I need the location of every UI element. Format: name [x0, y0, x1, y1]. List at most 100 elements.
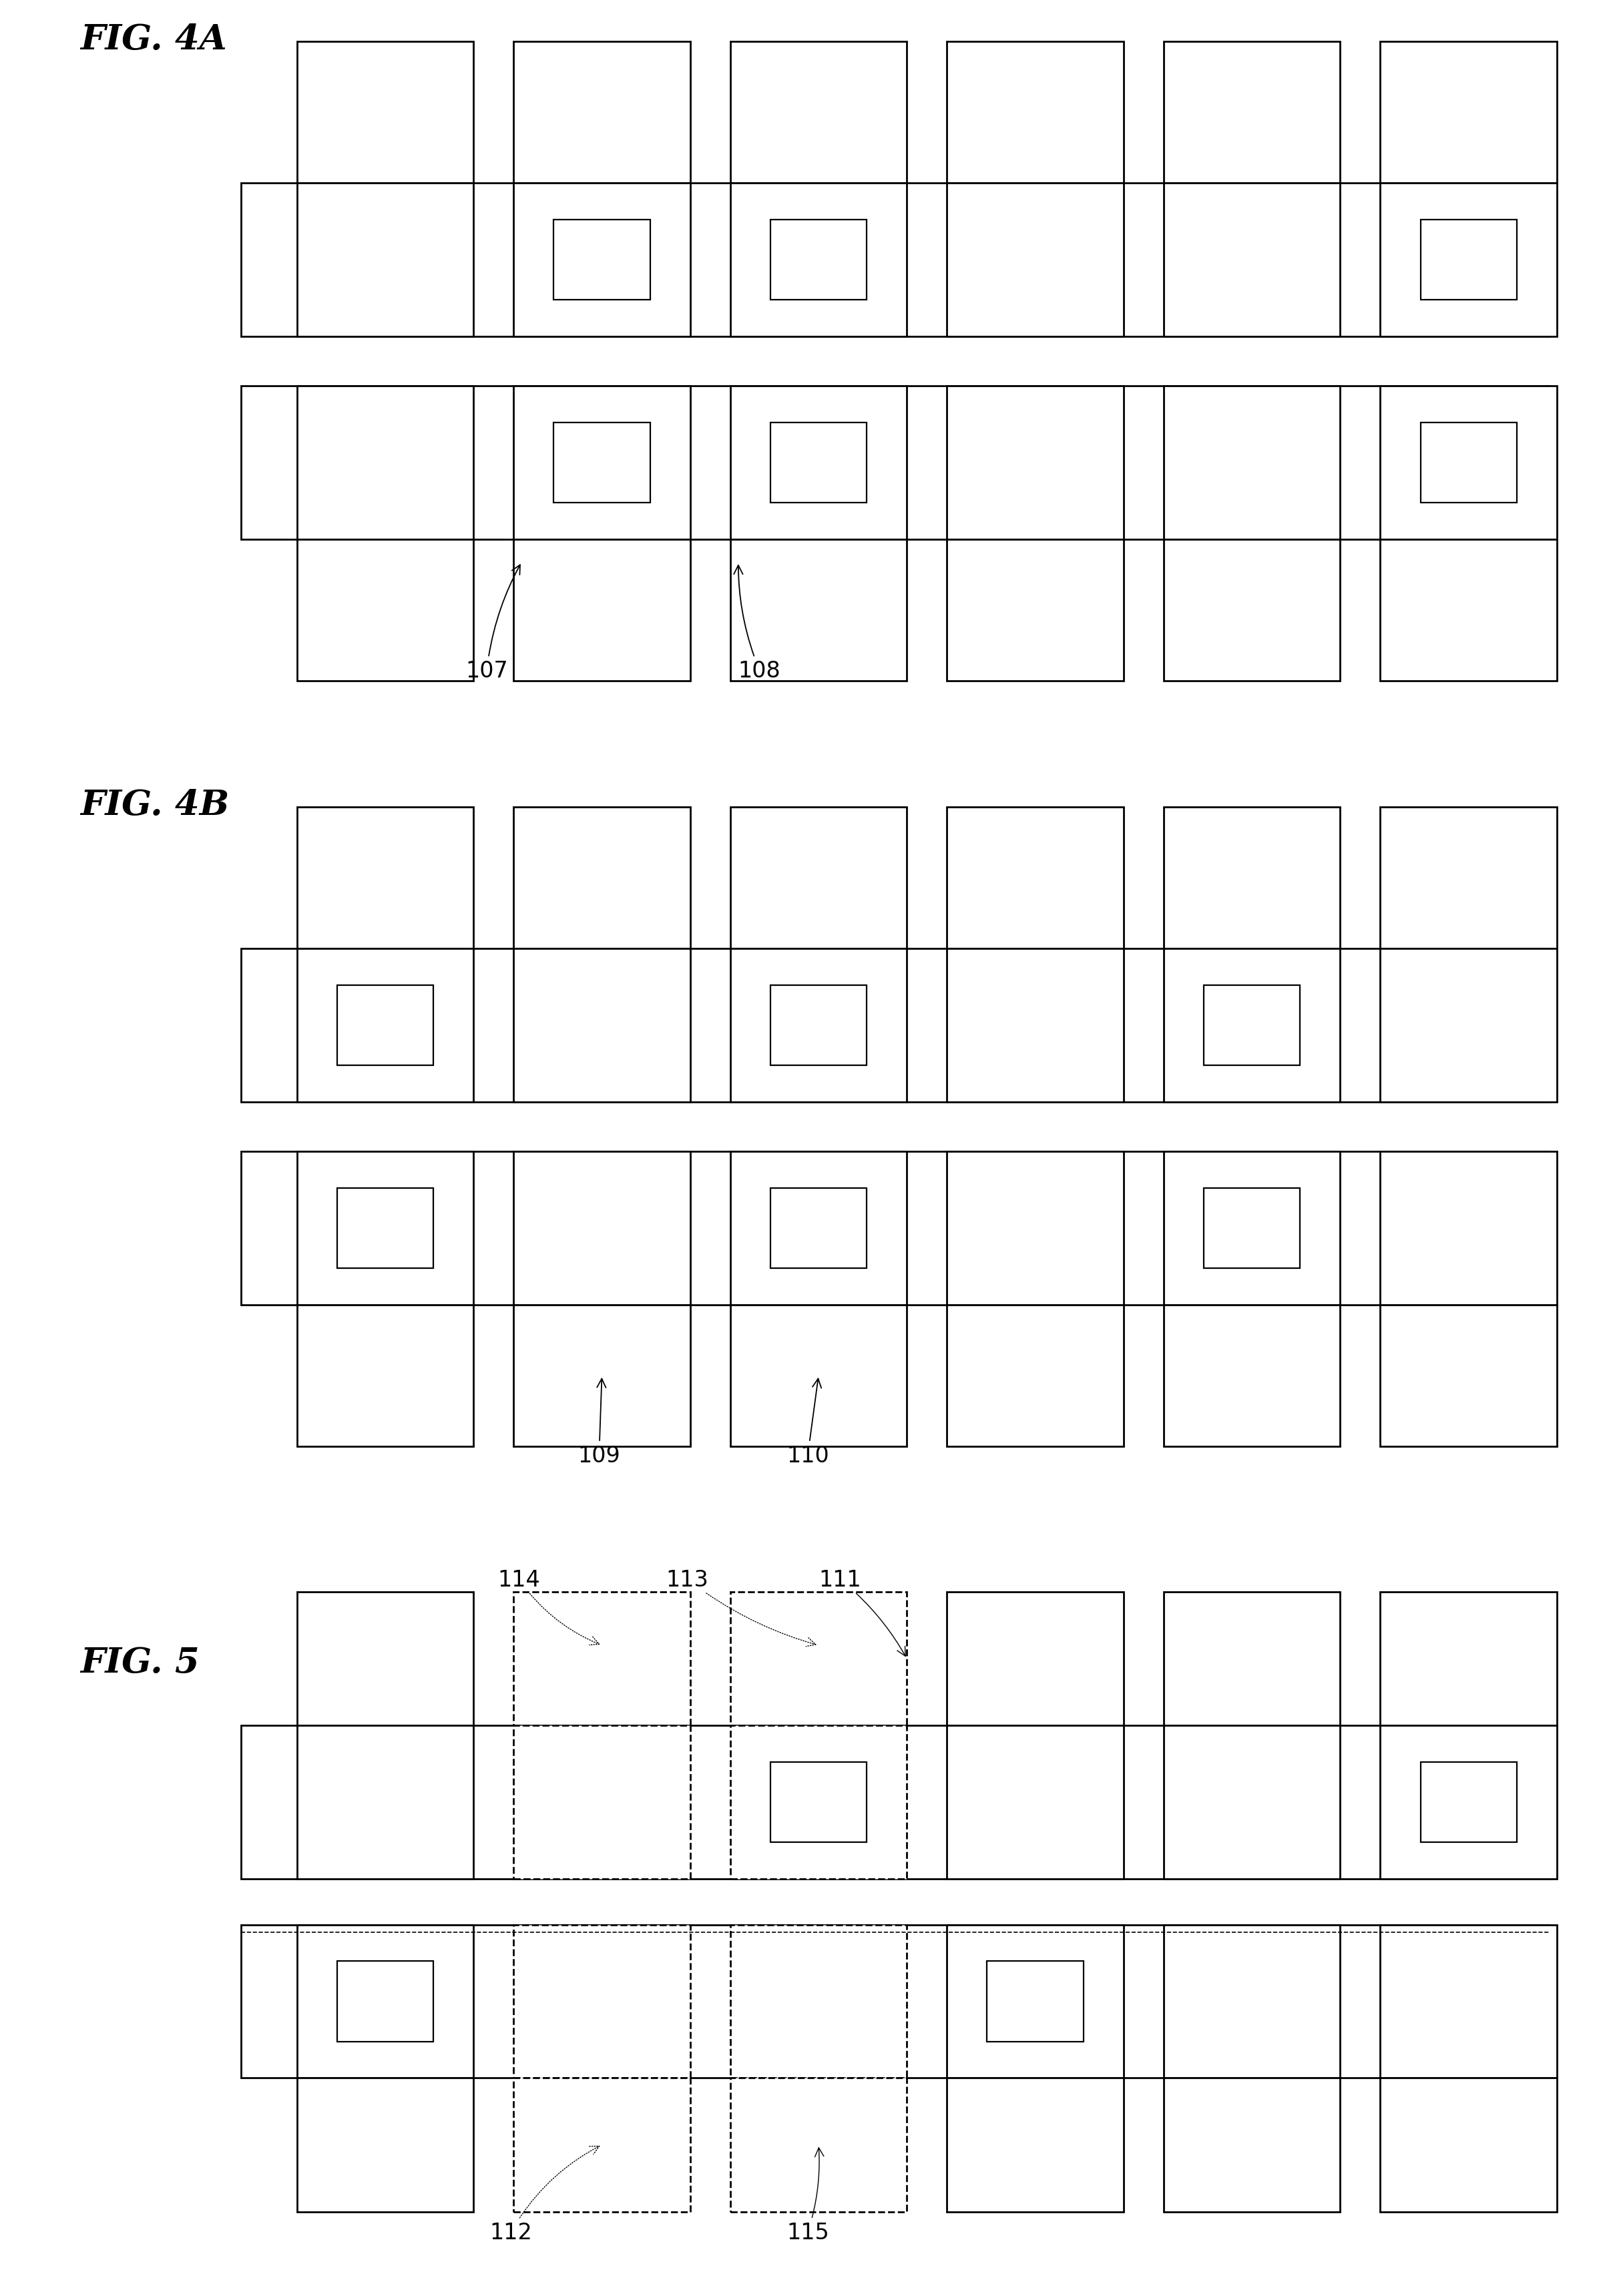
Bar — [730, 540, 907, 682]
Bar — [297, 1304, 473, 1446]
Bar — [241, 1727, 1549, 1878]
Bar — [1420, 422, 1517, 503]
Bar — [730, 1727, 907, 1878]
Bar — [947, 1924, 1123, 2078]
Bar — [297, 1153, 473, 1304]
Text: 112: 112 — [490, 2147, 599, 2243]
Bar — [1164, 184, 1340, 338]
Bar — [554, 422, 650, 503]
Bar — [1380, 2078, 1557, 2211]
Bar — [770, 422, 867, 503]
Bar — [297, 808, 473, 948]
Text: 114: 114 — [498, 1568, 599, 1646]
Bar — [1164, 808, 1340, 948]
Bar — [514, 1153, 690, 1304]
Bar — [1164, 1924, 1340, 2078]
Bar — [730, 1304, 907, 1446]
Bar — [1164, 540, 1340, 682]
Bar — [1164, 1727, 1340, 1878]
Bar — [730, 808, 907, 948]
Bar — [1380, 808, 1557, 948]
Text: FIG. 4A: FIG. 4A — [80, 23, 226, 57]
Bar — [730, 2078, 907, 2211]
Bar — [947, 1727, 1123, 1878]
Bar — [947, 41, 1123, 184]
Bar — [770, 1189, 867, 1267]
Bar — [1164, 2078, 1340, 2211]
Bar — [1380, 1727, 1557, 1878]
Bar — [730, 386, 907, 540]
Bar — [730, 1924, 907, 2078]
Bar — [241, 386, 1549, 540]
Bar — [554, 220, 650, 301]
Text: 111: 111 — [819, 1568, 905, 1655]
Bar — [1164, 1591, 1340, 1727]
Bar — [730, 1153, 907, 1304]
Bar — [947, 386, 1123, 540]
Text: 110: 110 — [786, 1380, 830, 1467]
Text: 107: 107 — [465, 565, 520, 682]
Bar — [297, 1591, 473, 1727]
Bar — [514, 540, 690, 682]
Bar — [1420, 1763, 1517, 1841]
Bar — [297, 948, 473, 1102]
Bar — [730, 184, 907, 338]
Text: 108: 108 — [733, 565, 780, 682]
Bar — [297, 386, 473, 540]
Bar — [947, 1153, 1123, 1304]
Bar — [514, 41, 690, 184]
Bar — [514, 1591, 690, 1727]
Bar — [947, 1304, 1123, 1446]
Bar — [770, 220, 867, 301]
Bar — [297, 1727, 473, 1878]
Bar — [1164, 1304, 1340, 1446]
Bar — [297, 2078, 473, 2211]
Bar — [297, 1924, 473, 2078]
Text: 115: 115 — [786, 2147, 830, 2243]
Bar — [1380, 1924, 1557, 2078]
Bar — [297, 41, 473, 184]
Bar — [770, 985, 867, 1065]
Bar — [1380, 1153, 1557, 1304]
Bar — [947, 2078, 1123, 2211]
Bar — [241, 1153, 1549, 1304]
Bar — [770, 1763, 867, 1841]
Bar — [1380, 184, 1557, 338]
Bar — [1380, 386, 1557, 540]
Bar — [947, 184, 1123, 338]
Bar — [337, 1961, 433, 2041]
Bar — [514, 1727, 690, 1878]
Bar — [1164, 1153, 1340, 1304]
Bar — [947, 540, 1123, 682]
Bar — [1380, 948, 1557, 1102]
Bar — [1164, 386, 1340, 540]
Bar — [514, 948, 690, 1102]
Bar — [987, 1961, 1083, 2041]
Bar — [730, 1591, 907, 1727]
Text: FIG. 5: FIG. 5 — [80, 1646, 199, 1678]
Text: FIG. 4B: FIG. 4B — [80, 788, 230, 822]
Bar — [241, 1924, 1549, 2078]
Bar — [337, 1189, 433, 1267]
Bar — [514, 808, 690, 948]
Bar — [1204, 1189, 1300, 1267]
Bar — [337, 985, 433, 1065]
Bar — [514, 386, 690, 540]
Bar — [241, 184, 1549, 338]
Bar — [297, 184, 473, 338]
Bar — [730, 41, 907, 184]
Bar — [947, 1591, 1123, 1727]
Bar — [297, 540, 473, 682]
Bar — [514, 1924, 690, 2078]
Bar — [514, 2078, 690, 2211]
Bar — [514, 184, 690, 338]
Bar — [1380, 1304, 1557, 1446]
Bar — [1420, 220, 1517, 301]
Bar — [1204, 985, 1300, 1065]
Bar — [514, 1304, 690, 1446]
Bar — [1380, 41, 1557, 184]
Bar — [1380, 540, 1557, 682]
Text: 109: 109 — [578, 1380, 621, 1467]
Bar — [730, 948, 907, 1102]
Bar — [1164, 41, 1340, 184]
